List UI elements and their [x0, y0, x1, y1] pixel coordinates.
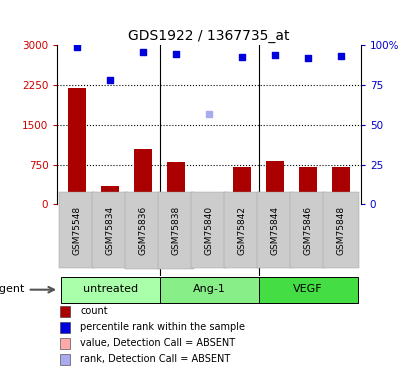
Bar — [60, 354, 70, 365]
Bar — [298, 167, 316, 204]
FancyBboxPatch shape — [61, 277, 159, 303]
Text: GSM75840: GSM75840 — [204, 206, 213, 255]
Point — [139, 49, 146, 55]
Text: count: count — [80, 306, 108, 316]
Bar — [232, 167, 251, 204]
Point — [271, 52, 278, 58]
Bar — [265, 161, 283, 204]
Bar — [166, 162, 185, 204]
Point — [304, 55, 310, 61]
Text: rank, Detection Call = ABSENT: rank, Detection Call = ABSENT — [80, 354, 230, 364]
Bar — [200, 198, 218, 204]
Text: GSM75838: GSM75838 — [171, 206, 180, 255]
Bar — [60, 306, 70, 317]
Text: GSM75848: GSM75848 — [336, 206, 345, 255]
Bar — [68, 87, 86, 204]
Point — [107, 76, 113, 82]
Point — [173, 51, 179, 57]
Text: value, Detection Call = ABSENT: value, Detection Call = ABSENT — [80, 338, 235, 348]
Text: VEGF: VEGF — [292, 284, 322, 294]
Text: GSM75846: GSM75846 — [303, 206, 312, 255]
Text: GSM75836: GSM75836 — [138, 206, 147, 255]
Bar — [60, 338, 70, 349]
Text: percentile rank within the sample: percentile rank within the sample — [80, 322, 245, 332]
Title: GDS1922 / 1367735_at: GDS1922 / 1367735_at — [128, 28, 289, 43]
Bar — [60, 322, 70, 333]
Point — [238, 54, 245, 60]
Text: GSM75834: GSM75834 — [106, 206, 115, 255]
Text: agent: agent — [0, 284, 25, 294]
Point — [337, 53, 344, 59]
Text: GSM75844: GSM75844 — [270, 206, 279, 255]
Text: GSM75548: GSM75548 — [72, 206, 81, 255]
Bar — [101, 186, 119, 204]
Text: GSM75842: GSM75842 — [237, 206, 246, 255]
Text: untreated: untreated — [82, 284, 137, 294]
Point — [74, 44, 80, 50]
FancyBboxPatch shape — [258, 277, 357, 303]
Text: Ang-1: Ang-1 — [192, 284, 225, 294]
Point — [205, 111, 212, 117]
Bar — [331, 167, 349, 204]
FancyBboxPatch shape — [159, 277, 258, 303]
Bar — [134, 148, 152, 204]
